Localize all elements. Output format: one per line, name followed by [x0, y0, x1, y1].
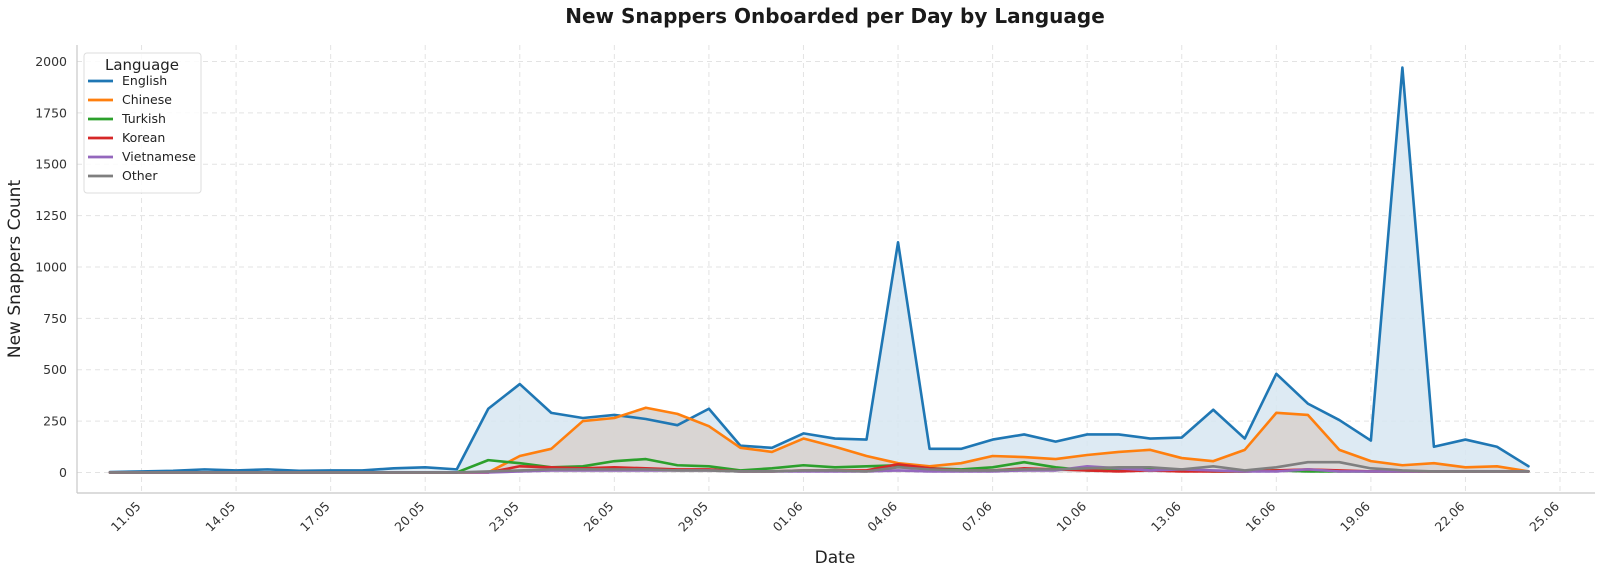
series-line-english	[108, 66, 1530, 474]
legend-title: Language	[105, 56, 179, 74]
legend-label-korean: Korean	[122, 130, 165, 145]
y-tick-label: 1250	[35, 208, 67, 223]
y-tick-label: 0	[59, 465, 67, 480]
legend-label-english: English	[122, 73, 167, 88]
x-tick-label: 16.06	[1243, 498, 1279, 534]
x-tick-label: 25.06	[1526, 498, 1562, 534]
area-english	[110, 67, 1529, 473]
x-tick-label: 26.05	[581, 499, 617, 535]
x-tick-label: 23.05	[486, 499, 522, 535]
y-axis-label: New Snappers Count	[5, 180, 25, 359]
x-tick-label: 17.05	[297, 499, 333, 535]
x-tick-label: 01.06	[770, 498, 806, 534]
chart-title: New Snappers Onboarded per Day by Langua…	[565, 4, 1105, 28]
legend-label-chinese: Chinese	[122, 92, 172, 107]
series-line-other	[108, 460, 1530, 474]
area-fills	[110, 67, 1529, 473]
legend-label-vietnamese: Vietnamese	[122, 149, 196, 164]
series-lines	[108, 66, 1530, 474]
x-tick-label: 14.05	[202, 499, 238, 535]
y-tick-label: 750	[43, 311, 67, 326]
legend: Language English Chinese Turkish Korean Viet…	[83, 52, 202, 194]
x-axis-label: Date	[815, 548, 856, 568]
x-tick-label: 29.05	[675, 499, 711, 535]
y-tick-label: 1500	[35, 157, 67, 172]
y-tick-label: 500	[43, 362, 67, 377]
legend-label-turkish: Turkish	[121, 111, 166, 126]
x-tick-label: 22.06	[1432, 498, 1468, 534]
x-tick-label: 13.06	[1148, 498, 1184, 534]
x-tick-labels: 11.05 14.05 17.05 20.05 23.05 26.05 29.05 01.06…	[108, 498, 1562, 534]
y-tick-label: 250	[43, 414, 67, 429]
x-tick-label: 10.06	[1053, 498, 1089, 534]
x-tick-label: 20.05	[391, 499, 427, 535]
x-tick-label: 19.06	[1337, 498, 1373, 534]
x-tick-label: 04.06	[864, 498, 900, 534]
y-tick-label: 1750	[35, 105, 67, 120]
grid	[77, 45, 1595, 493]
legend-box	[83, 52, 202, 194]
y-tick-label: 2000	[35, 54, 67, 69]
legend-label-other: Other	[122, 168, 158, 183]
x-tick-label: 07.06	[959, 498, 995, 534]
axes	[76, 45, 1595, 494]
x-tick-label: 11.05	[108, 499, 144, 535]
y-tick-labels: 0 250 500 750 1000 1250 1500 1750 2000	[35, 54, 67, 480]
y-tick-label: 1000	[35, 259, 67, 274]
